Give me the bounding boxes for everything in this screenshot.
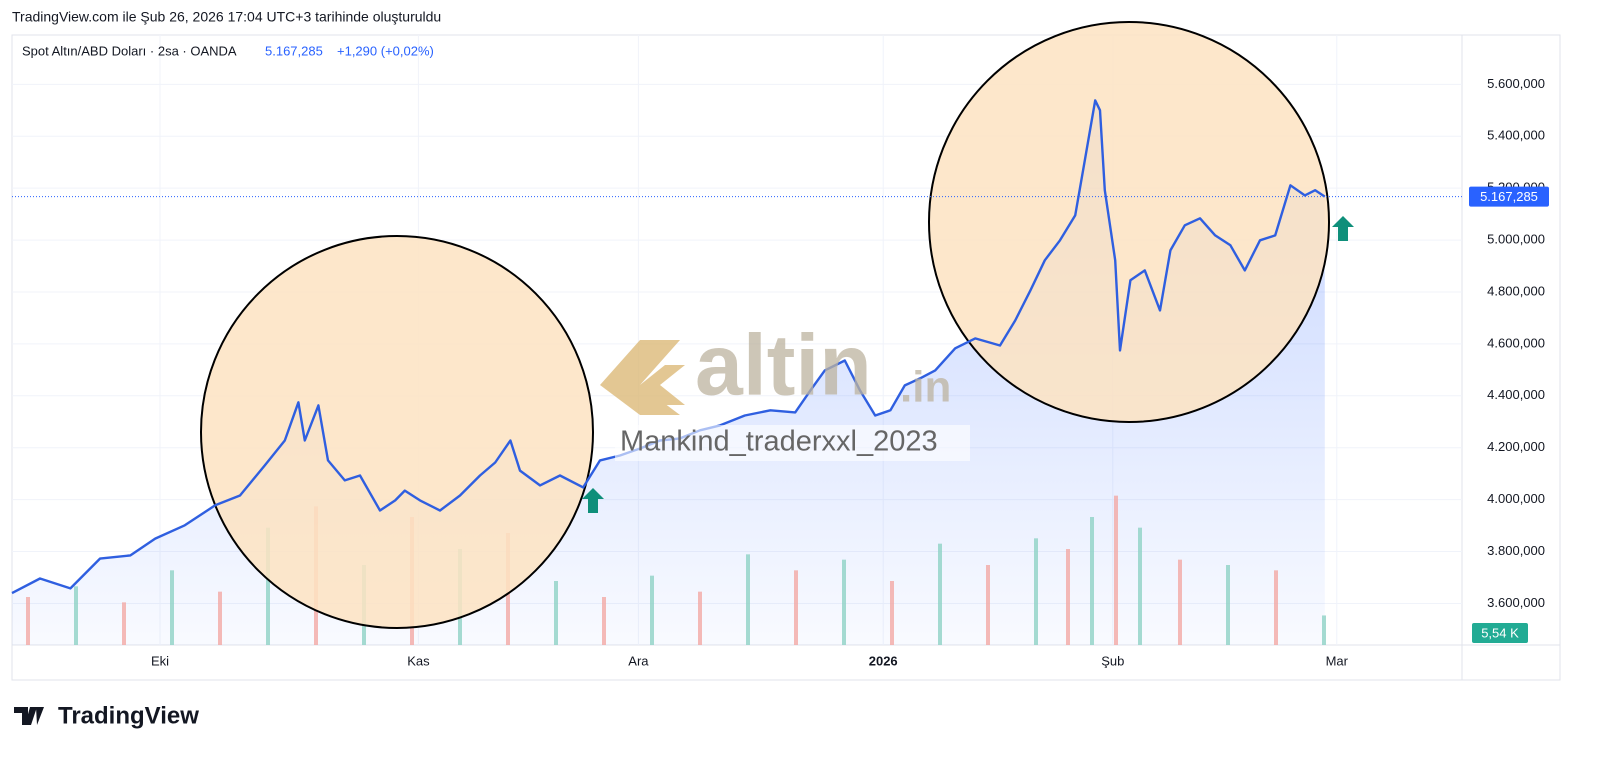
y-tick-label: 4.600,000	[1487, 335, 1545, 350]
volume-badge	[1472, 623, 1528, 643]
highlight-circle	[200, 235, 594, 629]
highlight-circle	[928, 21, 1330, 423]
volume-bar	[602, 597, 606, 645]
x-tick-label: Ara	[628, 653, 649, 668]
volume-bar	[698, 591, 702, 645]
volume-bar	[122, 602, 126, 645]
price-line	[11, 99, 1326, 595]
volume-bar	[746, 554, 750, 645]
watermark-logo	[600, 340, 685, 415]
volume-bar	[1034, 538, 1038, 645]
volume-bar	[938, 543, 942, 645]
volume-bar	[842, 559, 846, 645]
volume-bar	[1066, 549, 1070, 645]
volume-bar	[1226, 565, 1230, 645]
y-tick-label: 4.000,000	[1487, 491, 1545, 506]
volume-bar	[1090, 517, 1094, 645]
up-arrow	[582, 488, 604, 513]
created-note: TradingView.com ile Şub 26, 2026 17:04 U…	[12, 9, 441, 25]
volume-bar	[1138, 527, 1142, 645]
chart-frame	[11, 34, 1561, 681]
volume-bar	[1322, 615, 1326, 645]
volume-bar	[218, 591, 222, 645]
x-tick-label: Eki	[151, 653, 169, 668]
y-tick-label: 4.200,000	[1487, 439, 1545, 454]
header-price: 5.167,285	[265, 43, 323, 58]
watermark-brand: altin	[695, 318, 872, 414]
y-tick-label: 5.600,000	[1487, 76, 1545, 91]
last-price-label: 5.167,285	[1480, 189, 1538, 204]
header-change: +1,290 (+0,02%)	[337, 43, 434, 58]
x-tick-label: Şub	[1101, 653, 1124, 668]
footer-logo: TradingView	[14, 702, 199, 729]
volume-bar	[1274, 570, 1278, 645]
volume-bar	[170, 570, 174, 645]
volume-label: 5,54 K	[1481, 625, 1519, 640]
volume-bar	[794, 570, 798, 645]
y-tick-label: 3.800,000	[1487, 543, 1545, 558]
footer-logo-text: TradingView	[58, 702, 199, 729]
volume-bar	[1178, 559, 1182, 645]
plot-layer: 3.600,000 3.800,000 4.000,000 4.200,000 4.40…	[11, 21, 1549, 668]
volume-bar	[74, 586, 78, 645]
y-tick-label: 3.600,000	[1487, 595, 1545, 610]
x-tick-label: Kas	[407, 653, 430, 668]
y-tick-label: 4.400,000	[1487, 387, 1545, 402]
y-tick-label: 5.400,000	[1487, 128, 1545, 143]
up-arrow	[1332, 216, 1354, 241]
last-price-badge	[1469, 186, 1549, 207]
volume-bar	[266, 527, 270, 645]
volume-bar	[890, 581, 894, 645]
x-tick-label: 2026	[869, 653, 898, 668]
volume-bar	[1114, 495, 1118, 645]
watermark-suffix: .in	[900, 363, 951, 412]
volume-bar	[650, 575, 654, 645]
x-tick-label: Mar	[1326, 653, 1349, 668]
watermark-author-bg	[615, 425, 970, 461]
watermark-author: Mankind_traderxxl_2023	[620, 426, 938, 458]
volume-bar	[26, 597, 30, 645]
volume-bar	[986, 565, 990, 645]
symbol-title: Spot Altın/ABD Doları · 2sa · OANDA	[22, 43, 237, 58]
y-tick-label: 4.800,000	[1487, 283, 1545, 298]
y-tick-label: 5.000,000	[1487, 232, 1545, 247]
volume-bar	[554, 581, 558, 645]
